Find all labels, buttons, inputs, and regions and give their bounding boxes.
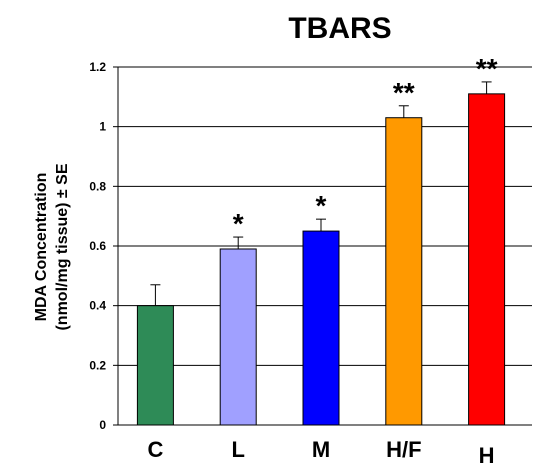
y-tick-label: 0.4 (89, 299, 106, 313)
x-tick-label: H/F (386, 437, 421, 462)
y-tick-label: 0.6 (89, 239, 106, 253)
significance-marker: * (316, 190, 327, 221)
y-tick-label: 1 (99, 120, 106, 134)
x-tick-label: H (479, 443, 495, 468)
bar-H (468, 93, 506, 426)
x-tick-label: C (147, 437, 163, 462)
bars (136, 81, 506, 426)
bar-H/F (385, 117, 423, 426)
significance-annotations: ****** (233, 53, 498, 239)
bar-L (219, 248, 257, 426)
significance-marker: ** (393, 77, 415, 108)
x-tick-label: L (231, 437, 244, 462)
y-axis-label-line1: MDA Concentration (33, 173, 50, 322)
axes (113, 66, 532, 426)
significance-marker: ** (476, 53, 498, 84)
y-axis-label-line2: (nmol/mg tissue) ± SE (54, 163, 71, 330)
y-tick-label: 0.8 (89, 179, 106, 193)
significance-marker: * (233, 208, 244, 239)
bar-M (302, 230, 340, 426)
y-tick-label: 0.2 (89, 358, 106, 372)
x-tick-label: M (312, 437, 330, 462)
chart-title: TBARS (288, 12, 391, 45)
tick-labels: 0 0.2 0.4 0.6 0.8 1 1.2 C L M H/F H (89, 60, 494, 468)
bar-C (136, 305, 174, 426)
y-axis-label: MDA Concentration (nmol/mg tissue) ± SE (33, 163, 71, 330)
y-tick-label: 1.2 (89, 60, 106, 74)
y-tick-label: 0 (99, 418, 106, 432)
